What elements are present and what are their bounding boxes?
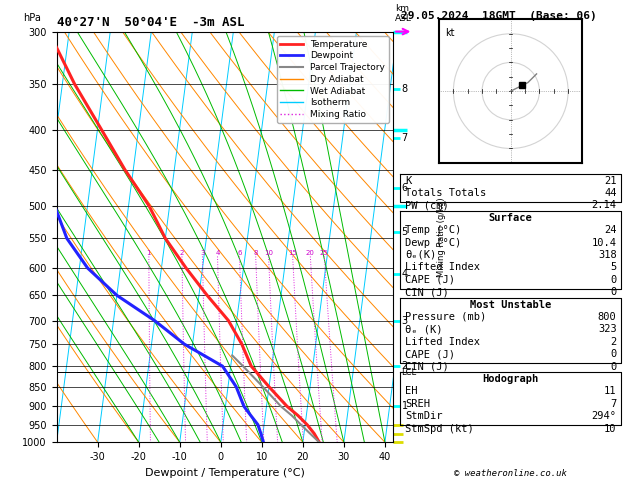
Text: StmDir: StmDir	[405, 411, 442, 421]
Text: 5: 5	[401, 227, 408, 237]
Text: 44: 44	[604, 188, 616, 198]
Text: 6: 6	[401, 183, 408, 193]
Text: CIN (J): CIN (J)	[405, 362, 448, 371]
Text: 1: 1	[401, 401, 408, 411]
Text: 8: 8	[253, 250, 258, 257]
Text: 10: 10	[264, 250, 273, 257]
Text: LCL: LCL	[401, 368, 416, 377]
Text: 294°: 294°	[592, 411, 616, 421]
Text: K: K	[405, 175, 411, 186]
Text: 318: 318	[598, 250, 616, 260]
Text: 800: 800	[598, 312, 616, 322]
Text: 4: 4	[401, 269, 408, 278]
Text: Dewp (°C): Dewp (°C)	[405, 238, 461, 247]
Text: Totals Totals: Totals Totals	[405, 188, 486, 198]
Text: 20: 20	[306, 250, 314, 257]
Text: 2: 2	[180, 250, 184, 257]
Text: 7: 7	[610, 399, 616, 409]
Text: 1: 1	[147, 250, 151, 257]
Text: 10: 10	[604, 424, 616, 434]
Text: PW (cm): PW (cm)	[405, 200, 448, 210]
Text: 15: 15	[288, 250, 297, 257]
Text: 7: 7	[401, 133, 408, 143]
Text: 323: 323	[598, 324, 616, 334]
Text: 6: 6	[237, 250, 242, 257]
Text: 25: 25	[320, 250, 329, 257]
Text: 2: 2	[401, 361, 408, 371]
Text: 29.05.2024  18GMT  (Base: 06): 29.05.2024 18GMT (Base: 06)	[401, 11, 597, 21]
Text: 5: 5	[610, 262, 616, 272]
X-axis label: Dewpoint / Temperature (°C): Dewpoint / Temperature (°C)	[145, 468, 305, 478]
Text: Lifted Index: Lifted Index	[405, 262, 480, 272]
Text: © weatheronline.co.uk: © weatheronline.co.uk	[454, 469, 567, 478]
Text: Hodograph: Hodograph	[482, 374, 539, 384]
Text: 10.4: 10.4	[592, 238, 616, 247]
Text: Lifted Index: Lifted Index	[405, 337, 480, 347]
Text: SREH: SREH	[405, 399, 430, 409]
Legend: Temperature, Dewpoint, Parcel Trajectory, Dry Adiabat, Wet Adiabat, Isotherm, Mi: Temperature, Dewpoint, Parcel Trajectory…	[277, 36, 389, 122]
Text: 0: 0	[610, 362, 616, 371]
Text: θₑ (K): θₑ (K)	[405, 324, 442, 334]
Text: 24: 24	[604, 225, 616, 235]
Text: 3: 3	[200, 250, 204, 257]
Text: Pressure (mb): Pressure (mb)	[405, 312, 486, 322]
Text: Most Unstable: Most Unstable	[470, 299, 552, 310]
Text: StmSpd (kt): StmSpd (kt)	[405, 424, 474, 434]
Text: 0: 0	[610, 275, 616, 285]
Text: 3: 3	[401, 315, 408, 326]
Text: CAPE (J): CAPE (J)	[405, 349, 455, 359]
Text: Surface: Surface	[489, 213, 533, 223]
Text: 2.14: 2.14	[592, 200, 616, 210]
Text: kt: kt	[445, 28, 454, 38]
Text: 11: 11	[604, 386, 616, 397]
Text: 8: 8	[401, 84, 408, 94]
Text: CAPE (J): CAPE (J)	[405, 275, 455, 285]
Text: km
ASL: km ASL	[395, 4, 412, 23]
Text: Temp (°C): Temp (°C)	[405, 225, 461, 235]
Text: 40°27'N  50°04'E  -3m ASL: 40°27'N 50°04'E -3m ASL	[57, 16, 244, 29]
Text: Mixing Ratio (g/kg): Mixing Ratio (g/kg)	[437, 197, 446, 277]
Text: 2: 2	[610, 337, 616, 347]
Text: 0: 0	[610, 349, 616, 359]
Text: EH: EH	[405, 386, 418, 397]
Text: θₑ(K): θₑ(K)	[405, 250, 436, 260]
Text: 0: 0	[610, 287, 616, 297]
Text: 4: 4	[215, 250, 220, 257]
Text: hPa: hPa	[23, 14, 41, 23]
Text: CIN (J): CIN (J)	[405, 287, 448, 297]
Text: 21: 21	[604, 175, 616, 186]
